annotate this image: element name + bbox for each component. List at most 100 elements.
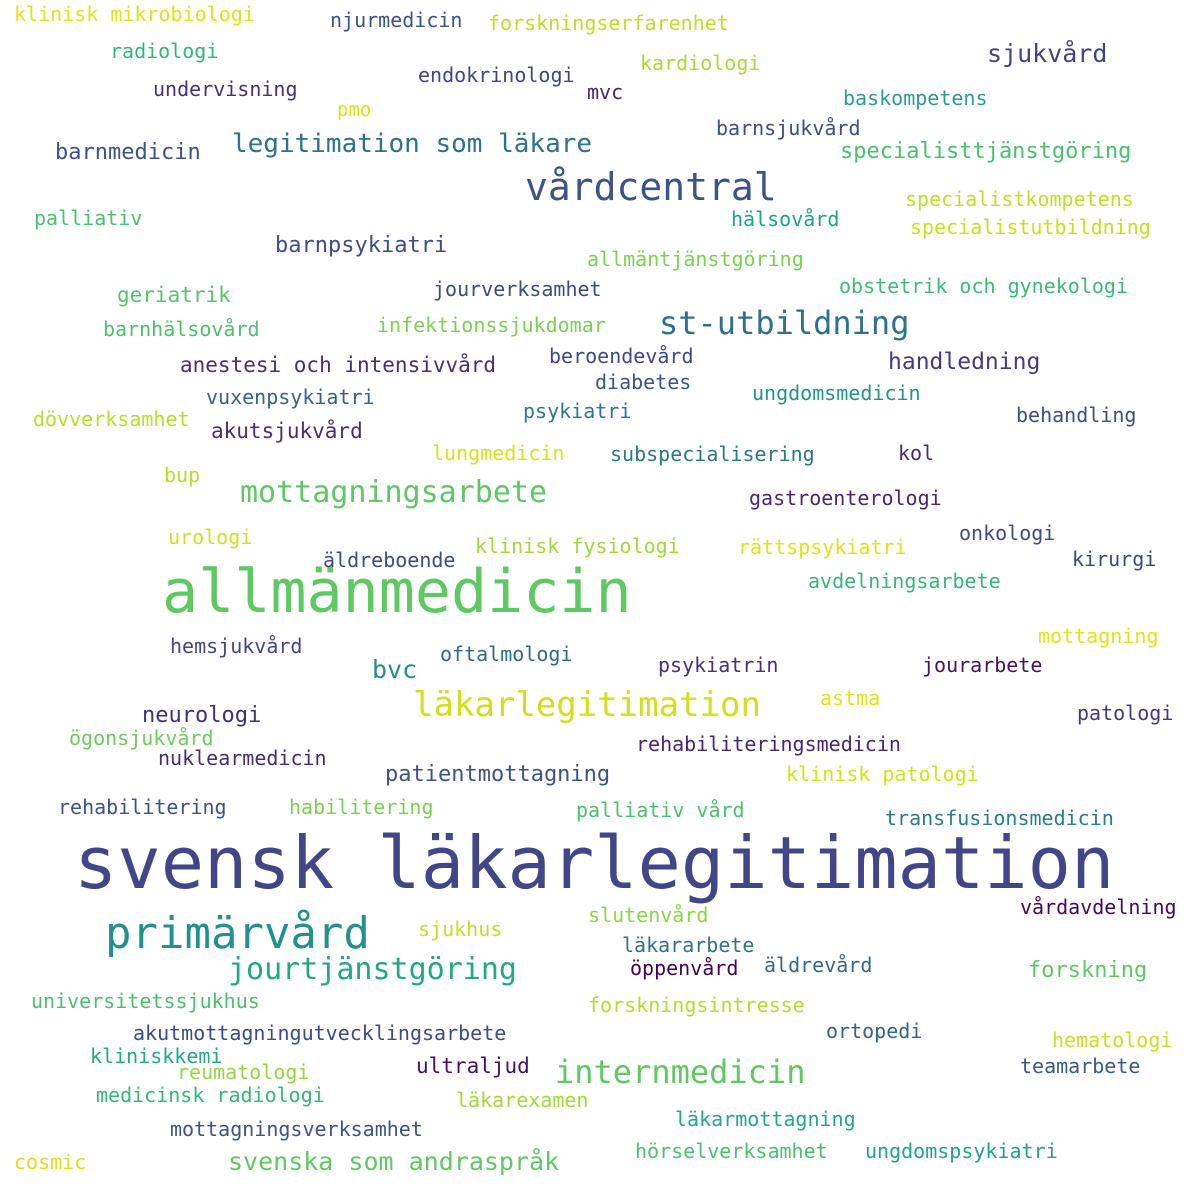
cloud-word: äldreboende — [323, 548, 456, 572]
cloud-word: nuklearmedicin — [158, 746, 327, 770]
cloud-word: mvc — [587, 80, 624, 104]
cloud-word: astma — [820, 686, 881, 710]
cloud-word: mottagningsarbete — [240, 475, 548, 510]
cloud-word: forskning — [1028, 958, 1148, 983]
cloud-word: svenska som andraspråk — [228, 1147, 560, 1176]
cloud-word: geriatrik — [117, 283, 231, 307]
cloud-word: specialistkompetens — [905, 187, 1134, 211]
cloud-word: ortopedi — [826, 1019, 923, 1043]
cloud-word: patologi — [1077, 701, 1174, 725]
cloud-word: öppenvård — [630, 956, 739, 980]
cloud-word: hörselverksamhet — [635, 1139, 828, 1163]
cloud-word: allmäntjänstgöring — [587, 247, 804, 271]
cloud-word: ungdomsmedicin — [752, 381, 921, 405]
cloud-word: jourverksamhet — [433, 277, 602, 301]
cloud-word: hematologi — [1052, 1028, 1173, 1052]
cloud-word: äldrevård — [764, 953, 873, 977]
cloud-word: ungdomspsykiatri — [865, 1139, 1058, 1163]
cloud-word: obstetrik och gynekologi — [839, 274, 1128, 298]
cloud-word: barnhälsovård — [103, 317, 260, 341]
cloud-word: urologi — [168, 525, 253, 549]
cloud-word: reumatologi — [177, 1060, 310, 1084]
cloud-word: barnsjukvård — [716, 116, 861, 140]
cloud-word: slutenvård — [588, 903, 709, 927]
cloud-word: ultraljud — [416, 1054, 530, 1078]
cloud-word: transfusionsmedicin — [885, 806, 1114, 830]
cloud-word: pmo — [337, 99, 372, 121]
cloud-word: vårdavdelning — [1020, 895, 1177, 919]
cloud-word: jourtjänstgöring — [228, 952, 517, 987]
cloud-word: barnpsykiatri — [275, 233, 448, 258]
cloud-word: cosmic — [14, 1150, 87, 1174]
cloud-word: läkarmottagning — [675, 1107, 856, 1131]
cloud-word: vuxenpsykiatri — [206, 385, 375, 409]
cloud-word: sjukvård — [987, 39, 1108, 68]
cloud-word: diabetes — [595, 370, 692, 394]
cloud-word: läkararbete — [622, 933, 755, 957]
cloud-word: endokrinologi — [418, 63, 575, 87]
cloud-word: psykiatrin — [658, 653, 779, 677]
cloud-word: forskningserfarenhet — [488, 11, 729, 35]
cloud-word: avdelningsarbete — [808, 569, 1001, 593]
cloud-word: palliativ — [34, 206, 143, 230]
cloud-word: baskompetens — [843, 86, 988, 110]
cloud-word: gastroenterologi — [749, 486, 942, 510]
cloud-word: patientmottagning — [385, 762, 611, 787]
cloud-word: habilitering — [289, 795, 434, 819]
cloud-word: legitimation som läkare — [232, 129, 593, 159]
cloud-word: kardiologi — [640, 51, 761, 75]
cloud-word: akutmottagningutvecklingsarbete — [133, 1021, 507, 1045]
cloud-word: medicinsk radiologi — [96, 1083, 325, 1107]
cloud-word: lungmedicin — [432, 441, 565, 465]
cloud-word: kirurgi — [1072, 547, 1157, 571]
cloud-word: handledning — [888, 349, 1041, 375]
cloud-word: primärvård — [105, 908, 370, 959]
cloud-word: klinisk fysiologi — [475, 534, 680, 558]
cloud-word: subspecialisering — [610, 442, 815, 466]
cloud-word: klinisk patologi — [786, 762, 979, 786]
cloud-word: kliniskkemi — [90, 1044, 223, 1068]
cloud-word: ögonsjukvård — [69, 726, 214, 750]
cloud-word: bvc — [372, 655, 418, 684]
cloud-word: undervisning — [153, 77, 298, 101]
cloud-word: specialistutbildning — [910, 215, 1151, 239]
cloud-word: allmänmedicin — [162, 557, 632, 627]
cloud-word: psykiatri — [523, 399, 632, 423]
cloud-word: forskningsintresse — [588, 993, 805, 1017]
cloud-word: palliativ vård — [576, 798, 745, 822]
cloud-word: dövverksamhet — [33, 407, 190, 431]
cloud-word: anestesi och intensivvård — [180, 353, 497, 377]
cloud-word: mottagning — [1038, 624, 1159, 648]
cloud-word: läkarexamen — [456, 1088, 589, 1112]
cloud-word: hälsovård — [731, 207, 840, 231]
cloud-word: onkologi — [959, 521, 1056, 545]
cloud-word: specialisttjänstgöring — [840, 139, 1132, 164]
cloud-word: infektionssjukdomar — [377, 313, 606, 337]
cloud-word: oftalmologi — [440, 642, 573, 666]
cloud-word: universitetssjukhus — [31, 989, 260, 1013]
cloud-word: beroendevård — [549, 344, 694, 368]
cloud-word: st-utbildning — [659, 304, 910, 342]
cloud-word: klinisk mikrobiologi — [14, 2, 255, 26]
cloud-word: svensk läkarlegitimation — [74, 821, 1115, 905]
cloud-word: rehabiliteringsmedicin — [636, 732, 901, 756]
cloud-word: rehabilitering — [58, 795, 227, 819]
cloud-word: behandling — [1016, 403, 1137, 427]
cloud-word: barnmedicin — [55, 140, 201, 165]
cloud-word: rättspsykiatri — [738, 535, 907, 559]
cloud-word: neurologi — [142, 703, 262, 728]
cloud-word: sjukhus — [418, 917, 503, 941]
cloud-word: internmedicin — [555, 1053, 806, 1091]
cloud-word: jourarbete — [922, 653, 1043, 677]
cloud-word: läkarlegitimation — [413, 685, 761, 725]
cloud-word: mottagningsverksamhet — [170, 1117, 423, 1141]
cloud-word: kol — [898, 441, 935, 465]
cloud-word: teamarbete — [1020, 1054, 1141, 1078]
cloud-word: radiologi — [110, 39, 219, 63]
cloud-word: bup — [164, 463, 201, 487]
cloud-word: njurmedicin — [330, 8, 463, 32]
cloud-word: vårdcentral — [525, 165, 777, 209]
cloud-word: akutsjukvård — [211, 419, 363, 443]
cloud-word: hemsjukvård — [170, 634, 303, 658]
